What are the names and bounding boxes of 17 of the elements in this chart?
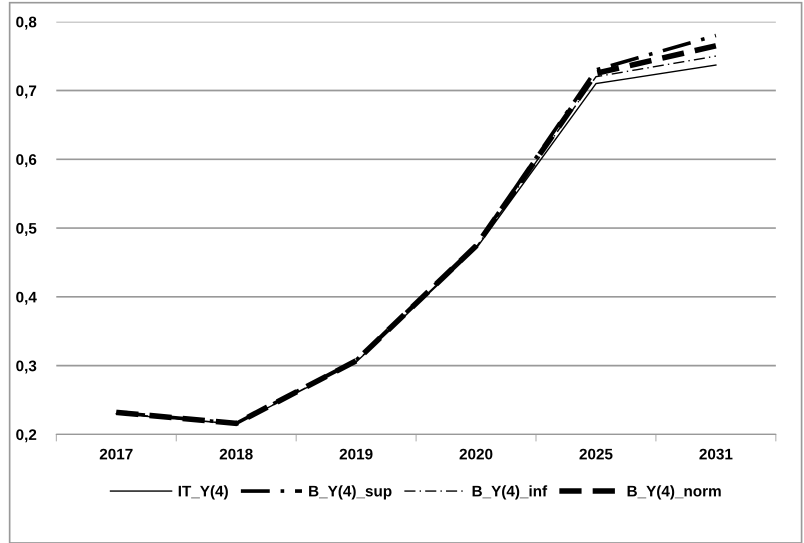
y-tick-label: 0,4	[16, 292, 37, 305]
y-tick-label: 0,7	[16, 85, 36, 98]
x-tick-label: 2020	[460, 448, 492, 460]
y-tick-label: 0,5	[16, 222, 36, 236]
legend-label: B_Y(4)_inf	[472, 485, 548, 500]
x-tick-label: 2031	[699, 448, 732, 460]
y-tick-label: 0,3	[16, 360, 36, 374]
y-tick-label: 0,6	[16, 154, 36, 168]
legend-label: B_Y(4)_norm	[628, 485, 721, 500]
x-tick-label: 2018	[220, 448, 253, 460]
legend-label: IT_Y(4)	[178, 485, 228, 500]
x-tick-label: 2017	[100, 448, 133, 460]
x-tick-label: 2025	[580, 448, 613, 460]
x-tick-label: 2019	[340, 448, 373, 460]
legend-label: B_Y(4)_sup	[309, 485, 392, 500]
y-tick-label: 0,8	[16, 16, 36, 30]
y-tick-label: 0,2	[16, 429, 36, 442]
